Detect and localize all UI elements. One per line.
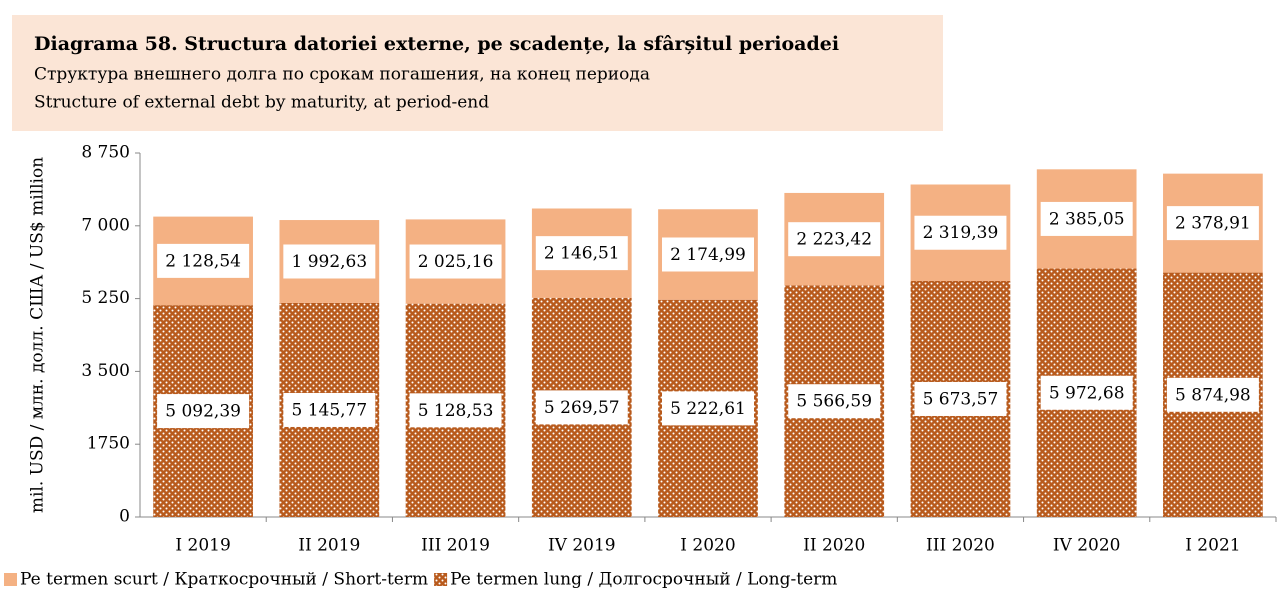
x-tick-label: IV 2020 [1053,536,1121,556]
data-label: 2 378,91 [1175,214,1251,234]
data-label: 2 385,05 [1049,209,1125,229]
x-tick-label: III 2019 [421,536,490,556]
label-box [788,222,881,257]
label-box [283,244,376,279]
x-tick-label: I 2021 [1185,536,1240,556]
label-box [662,237,754,272]
data-label: 2 128,54 [165,251,241,271]
legend-label: Pe termen scurt / Краткосрочный / Short-… [20,570,428,590]
x-tick-label: IV 2019 [548,536,616,556]
x-tick-label: II 2019 [298,536,360,556]
subtitle: Structure of external debt by maturity, … [34,93,489,113]
data-label: 2 025,16 [418,252,494,272]
y-tick-label: 0 [119,507,130,527]
y-axis-label: mil. USD / млн. долл. США / US$ million [28,157,48,513]
label-box [1166,377,1259,412]
y-tick-label: 7 000 [81,215,130,235]
data-label: 5 222,61 [670,399,746,419]
data-label: 5 566,59 [796,392,872,412]
subtitle: Структура внешнего долга по срокам погаш… [34,65,650,85]
chart-title: Diagrama 58. Structura datoriei externe,… [34,33,839,55]
label-box [662,391,754,426]
legend-swatch [4,573,17,586]
data-label: 2 174,99 [670,245,746,265]
label-box [157,243,250,278]
y-tick-label: 1750 [87,434,130,454]
data-label: 5 874,98 [1175,385,1251,405]
label-box [1166,206,1259,241]
data-label: 2 146,51 [544,244,620,264]
legend-label: Pe termen lung / Долгосрочный / Long-ter… [450,570,837,590]
data-label: 2 223,42 [796,230,872,250]
label-box [914,215,1007,250]
label-box [788,384,881,419]
label-box [409,393,502,428]
label-box [1040,375,1133,410]
label-box [535,236,628,271]
data-label: 5 128,53 [418,401,494,421]
label-box [157,394,250,429]
data-label: 5 673,57 [923,389,999,409]
label-box [283,392,376,427]
label-box [535,390,628,425]
x-tick-label: II 2020 [803,536,865,556]
y-tick-label: 3 500 [81,361,130,381]
label-box [1040,201,1133,236]
legend-swatch [434,573,448,586]
title-box [12,15,943,131]
label-box [914,381,1007,416]
data-label: 2 319,39 [923,223,999,243]
y-tick-label: 5 250 [81,288,130,308]
data-label: 5 972,68 [1049,383,1125,403]
x-tick-label: I 2020 [680,536,735,556]
data-label: 5 269,57 [544,398,620,418]
data-label: 5 092,39 [165,402,241,422]
x-tick-label: I 2019 [175,536,230,556]
data-label: 1 992,63 [291,252,367,272]
y-tick-label: 8 750 [81,143,130,163]
x-tick-label: III 2020 [926,536,995,556]
label-box [409,244,502,279]
data-label: 5 145,77 [291,400,367,420]
